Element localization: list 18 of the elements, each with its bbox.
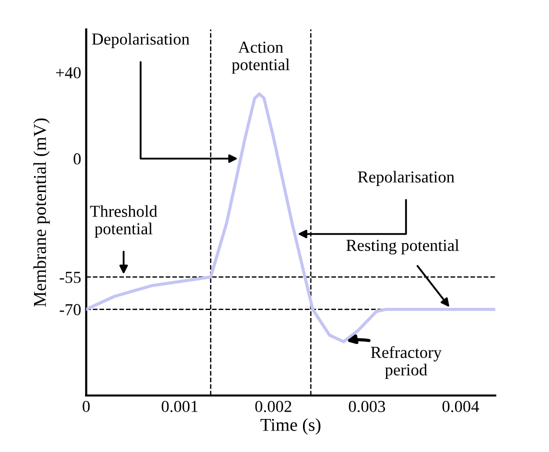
line-series	[86, 92, 496, 344]
y-axis-title: Membrane potential (mV)	[33, 118, 50, 307]
x-tick-label: 0.003	[348, 400, 386, 412]
y-tick-label: -55	[60, 272, 81, 283]
annotation: Action potential	[232, 42, 290, 74]
x-tick-label: 0.002	[255, 400, 292, 412]
annotation: Resting potential	[346, 239, 459, 254]
x-tick-label: 0.001	[162, 400, 198, 412]
x-axis-title: Time (s)	[260, 418, 320, 435]
annotation: Threshold potential	[90, 205, 158, 238]
y-tick-label: +40	[56, 67, 81, 78]
annotation: Refractory period	[370, 346, 442, 379]
x-tick-label: 0	[82, 400, 90, 412]
y-tick-label: 0	[74, 153, 81, 165]
annotation: Depolarisation	[92, 32, 190, 48]
x-tick-label: 0.004	[442, 400, 480, 412]
y-tick-label: -70	[60, 304, 81, 316]
annotation: Repolarisation	[358, 170, 454, 186]
